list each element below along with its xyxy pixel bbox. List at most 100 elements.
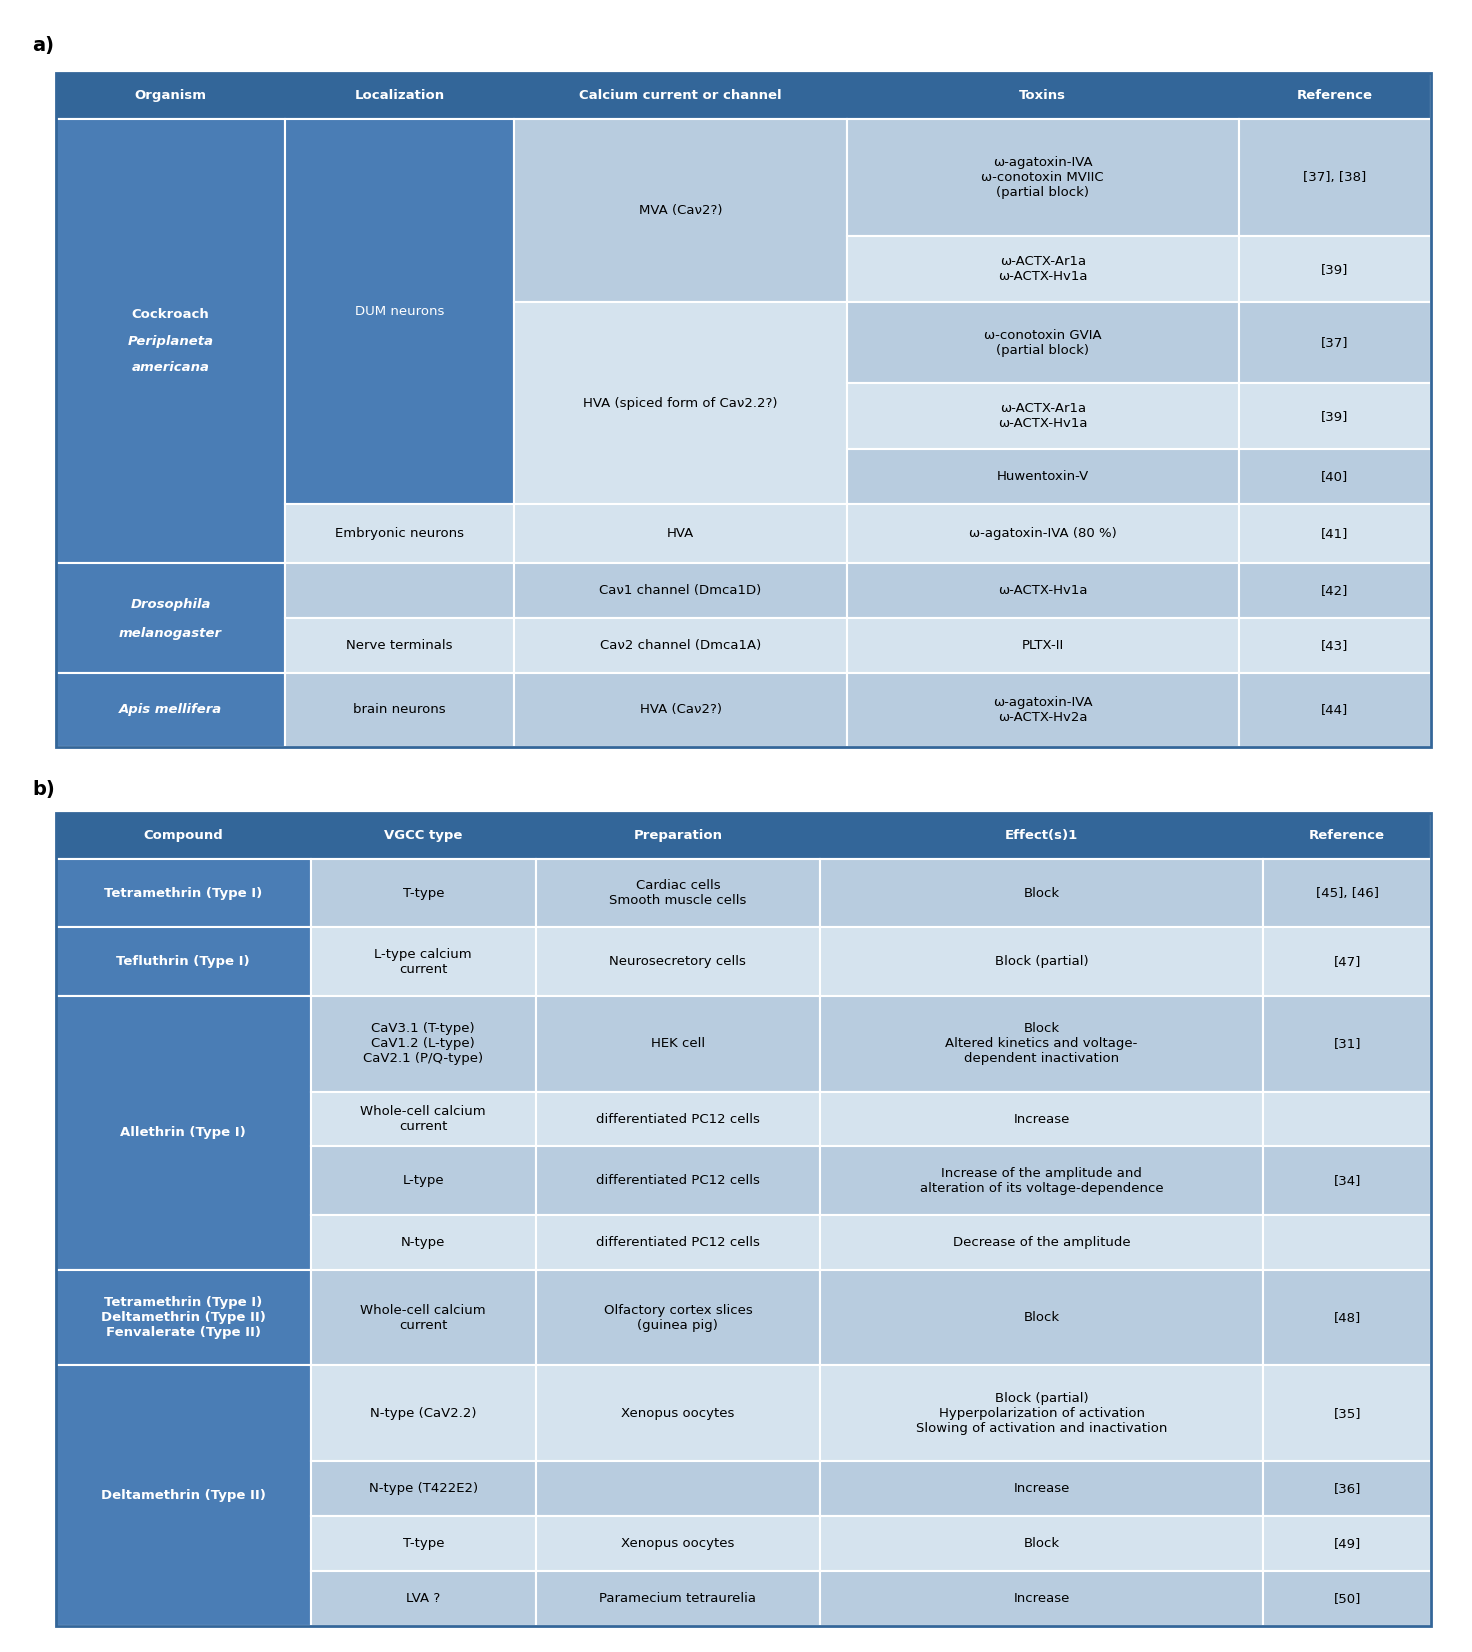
Text: [40]: [40] [1320, 471, 1348, 484]
Text: ω-conotoxin GVIA
(partial block): ω-conotoxin GVIA (partial block) [983, 329, 1101, 357]
Text: Increase: Increase [1013, 1482, 1070, 1495]
Text: Increase: Increase [1013, 1112, 1070, 1125]
Bar [56, 674, 286, 747]
Text: Block (partial)
Hyperpolarization of activation
Slowing of activation and inacti: Block (partial) Hyperpolarization of act… [916, 1393, 1167, 1436]
Text: Cockroach: Cockroach [131, 309, 209, 320]
Bar [286, 618, 514, 674]
Text: Block: Block [1023, 887, 1060, 900]
Text: L-type calcium
current: L-type calcium current [374, 948, 473, 976]
Bar [311, 1366, 536, 1462]
Text: Neurosecretory cells: Neurosecretory cells [609, 955, 746, 968]
Text: Block
Altered kinetics and voltage-
dependent inactivation: Block Altered kinetics and voltage- depe… [945, 1023, 1138, 1066]
Text: Reference: Reference [1297, 89, 1373, 102]
Bar [56, 996, 311, 1270]
Bar [846, 302, 1238, 383]
Bar [1263, 927, 1431, 996]
Text: Effect(s)1: Effect(s)1 [1005, 829, 1078, 843]
Text: Nerve terminals: Nerve terminals [346, 639, 453, 653]
Bar [846, 449, 1238, 504]
Bar [1263, 1270, 1431, 1366]
Bar [1263, 1092, 1431, 1146]
Bar [536, 1366, 820, 1462]
Text: [49]: [49] [1334, 1536, 1360, 1550]
Text: Tetramethrin (Type I): Tetramethrin (Type I) [105, 887, 262, 900]
Text: PLTX-II: PLTX-II [1022, 639, 1064, 653]
Text: [45], [46]: [45], [46] [1316, 887, 1379, 900]
Text: ω-ACTX-Ar1a
ω-ACTX-Hv1a: ω-ACTX-Ar1a ω-ACTX-Hv1a [998, 256, 1088, 284]
Text: L-type: L-type [402, 1175, 445, 1188]
Bar [536, 1517, 820, 1571]
Text: [48]: [48] [1334, 1312, 1360, 1325]
Text: Caν1 channel (Dmca1D): Caν1 channel (Dmca1D) [599, 585, 761, 596]
Bar [286, 119, 514, 504]
Bar [514, 302, 846, 504]
Bar [311, 1517, 536, 1571]
Bar [1238, 449, 1431, 504]
Bar [56, 119, 286, 563]
Text: [34]: [34] [1334, 1175, 1360, 1188]
Bar [1238, 119, 1431, 236]
Text: N-type: N-type [400, 1236, 446, 1249]
Bar [311, 1146, 536, 1214]
Bar [820, 1366, 1263, 1462]
Text: Paramecium tetraurelia: Paramecium tetraurelia [599, 1591, 757, 1604]
Bar [1263, 1517, 1431, 1571]
Text: Tetramethrin (Type I)
Deltamethrin (Type II)
Fenvalerate (Type II): Tetramethrin (Type I) Deltamethrin (Type… [100, 1297, 265, 1340]
Bar [820, 859, 1263, 927]
Bar [514, 674, 846, 747]
Text: T-type: T-type [402, 887, 445, 900]
Text: HVA (spiced form of Caν2.2?): HVA (spiced form of Caν2.2?) [583, 396, 777, 410]
Text: [44]: [44] [1320, 704, 1348, 717]
Bar [820, 1571, 1263, 1626]
Text: a): a) [32, 36, 54, 56]
Bar [56, 73, 1431, 119]
Bar [56, 1270, 311, 1366]
Bar [56, 927, 311, 996]
Bar [536, 859, 820, 927]
Text: ω-ACTX-Ar1a
ω-ACTX-Hv1a: ω-ACTX-Ar1a ω-ACTX-Hv1a [998, 403, 1088, 430]
Bar [846, 119, 1238, 236]
Text: Organism: Organism [134, 89, 206, 102]
Bar [1238, 563, 1431, 618]
Bar [311, 996, 536, 1092]
Bar [820, 1146, 1263, 1214]
Text: [47]: [47] [1334, 955, 1360, 968]
Bar [846, 383, 1238, 449]
Text: HVA: HVA [667, 527, 695, 540]
Bar [1238, 302, 1431, 383]
Bar [820, 1517, 1263, 1571]
Bar [56, 563, 286, 674]
Bar [846, 504, 1238, 563]
Text: Tefluthrin (Type I): Tefluthrin (Type I) [116, 955, 250, 968]
Bar [536, 1571, 820, 1626]
Text: CaV3.1 (T-type)
CaV1.2 (L-type)
CaV2.1 (P/Q-type): CaV3.1 (T-type) CaV1.2 (L-type) CaV2.1 (… [364, 1023, 483, 1066]
Text: ω-agatoxin-IVA
ω-ACTX-Hv2a: ω-agatoxin-IVA ω-ACTX-Hv2a [994, 695, 1092, 724]
Text: Compound: Compound [143, 829, 224, 843]
Text: VGCC type: VGCC type [384, 829, 462, 843]
Bar [1238, 236, 1431, 302]
Text: Increase of the amplitude and
alteration of its voltage-dependence: Increase of the amplitude and alteration… [920, 1166, 1163, 1194]
Text: Caν2 channel (Dmca1A): Caν2 channel (Dmca1A) [601, 639, 761, 653]
Bar [56, 1366, 311, 1626]
Text: differentiated PC12 cells: differentiated PC12 cells [596, 1112, 760, 1125]
Text: Apis mellifera: Apis mellifera [119, 704, 222, 717]
Text: [50]: [50] [1334, 1591, 1360, 1604]
Text: Olfactory cortex slices
(guinea pig): Olfactory cortex slices (guinea pig) [604, 1303, 752, 1332]
Text: Huwentoxin-V: Huwentoxin-V [997, 471, 1089, 484]
Bar [1263, 859, 1431, 927]
Bar [311, 1214, 536, 1270]
Bar [536, 1214, 820, 1270]
Text: differentiated PC12 cells: differentiated PC12 cells [596, 1236, 760, 1249]
Bar [536, 1462, 820, 1517]
Text: DUM neurons: DUM neurons [355, 306, 445, 319]
Bar [536, 996, 820, 1092]
Text: HVA (Caν2?): HVA (Caν2?) [639, 704, 721, 717]
Text: Calcium current or channel: Calcium current or channel [578, 89, 782, 102]
Text: HEK cell: HEK cell [651, 1037, 705, 1051]
Bar [286, 563, 514, 618]
Text: Block: Block [1023, 1536, 1060, 1550]
Bar [1263, 1214, 1431, 1270]
Text: N-type (T422E2): N-type (T422E2) [368, 1482, 478, 1495]
Bar [1263, 1366, 1431, 1462]
Bar [536, 927, 820, 996]
